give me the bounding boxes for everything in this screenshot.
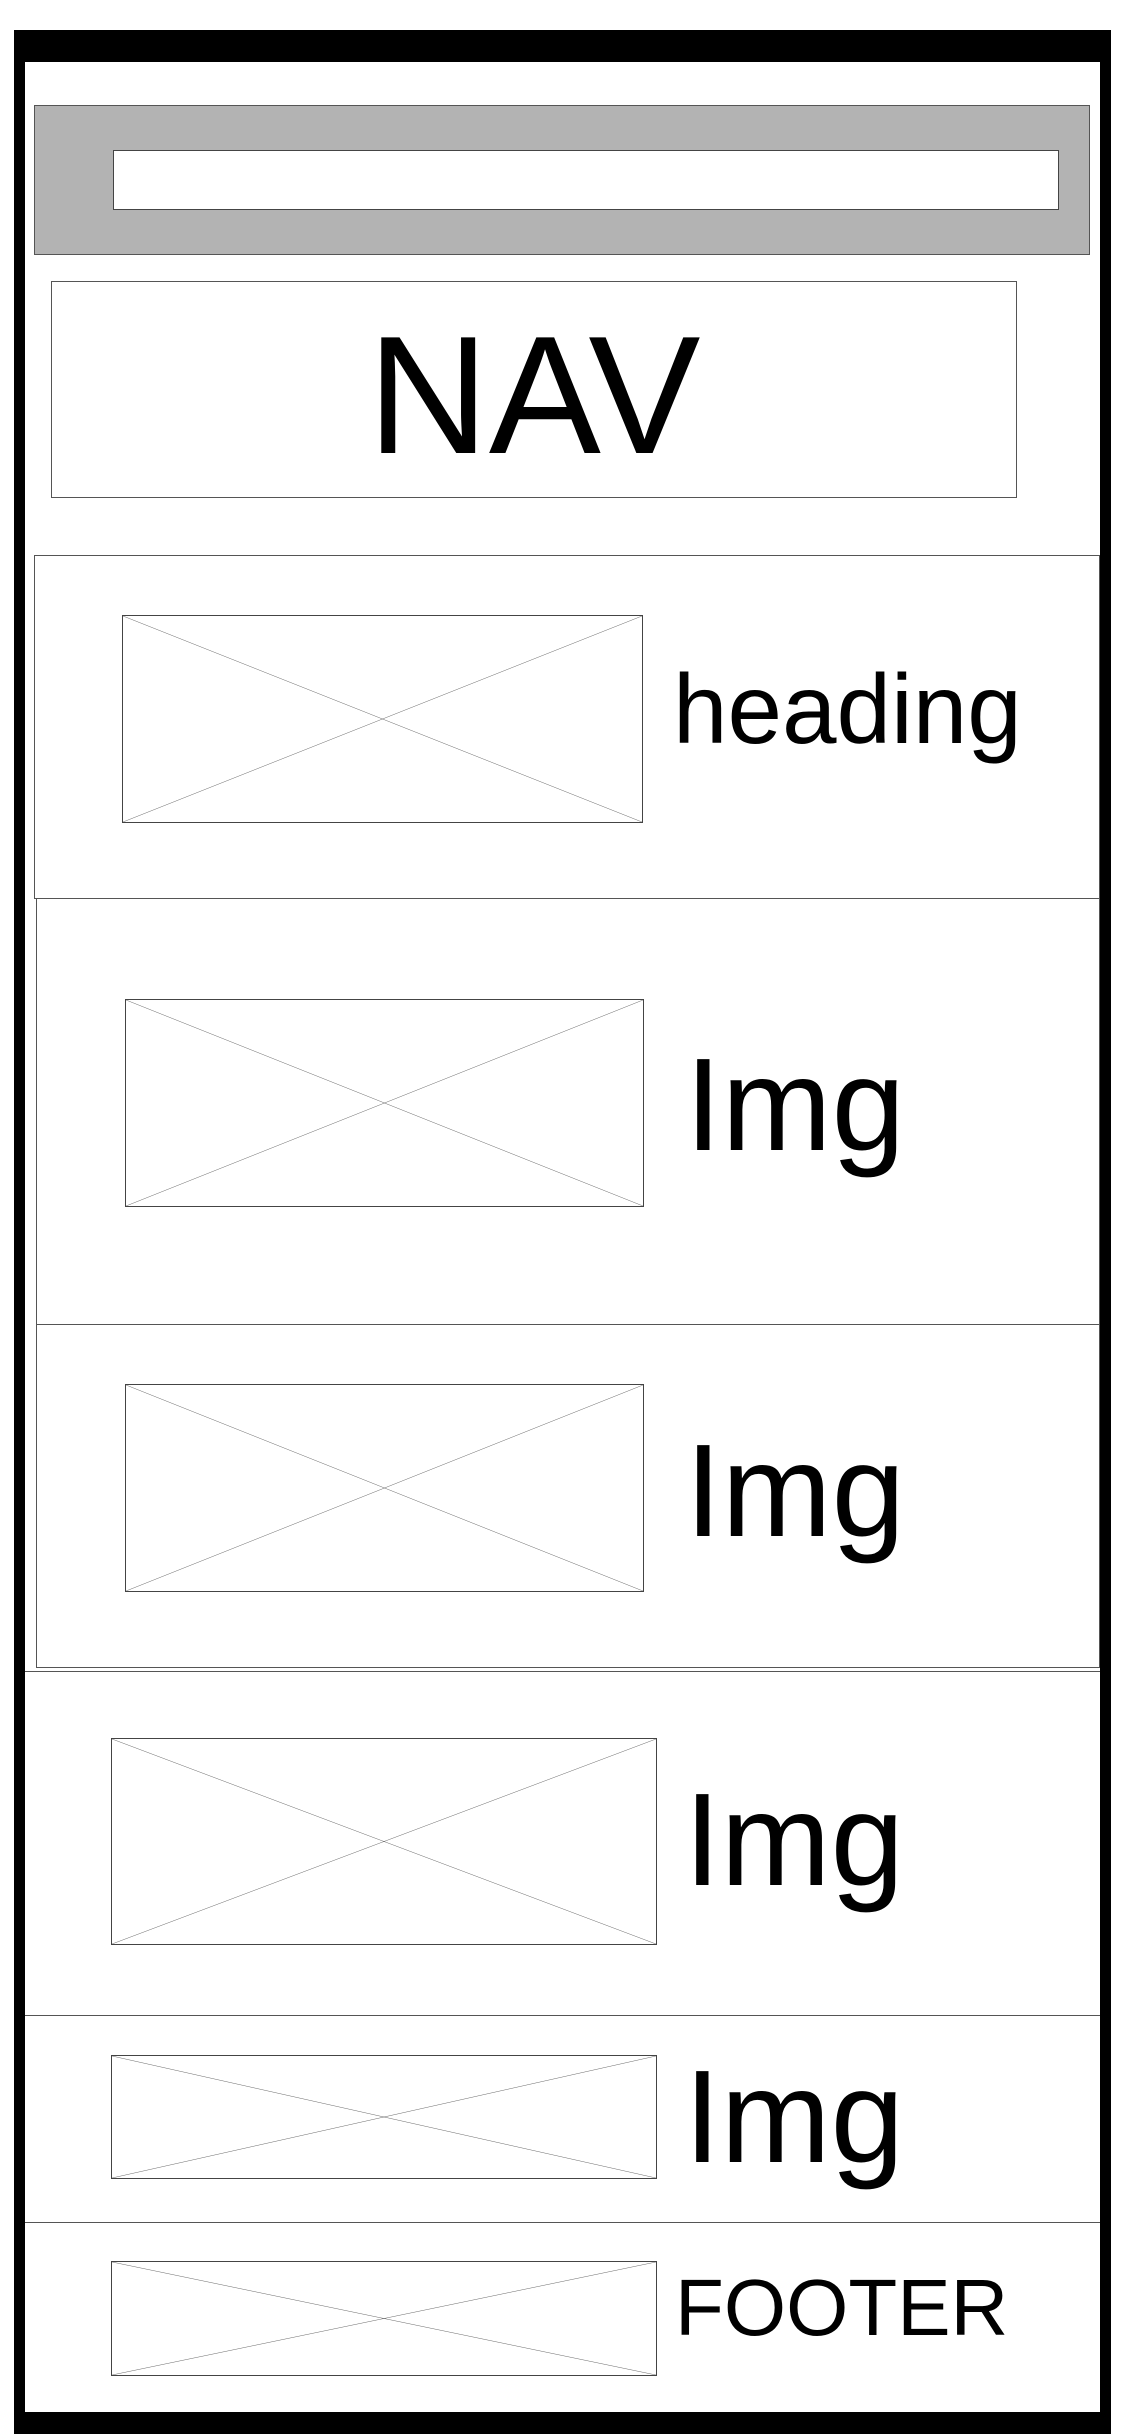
section-heading: heading	[673, 654, 1022, 764]
image-section: Img	[36, 898, 1100, 1325]
footer-label: FOOTER	[675, 2263, 1009, 2352]
frame-left-border	[14, 30, 25, 2434]
image-placeholder-icon	[111, 2055, 657, 2179]
image-section: Img	[25, 2015, 1100, 2223]
image-placeholder-icon	[111, 1738, 657, 1945]
image-placeholder-icon	[125, 1384, 644, 1592]
footer: FOOTER	[25, 2222, 1100, 2412]
heading-section: heading	[34, 555, 1100, 899]
section-label: Img	[684, 1766, 905, 1913]
frame-right-border	[1100, 30, 1111, 2434]
image-placeholder-icon	[122, 615, 643, 823]
section-label: Img	[684, 2043, 905, 2190]
image-section: Img	[36, 1324, 1100, 1668]
nav-label: NAV	[367, 300, 701, 489]
section-label: Img	[685, 1417, 906, 1564]
frame-bottom-border	[14, 2412, 1111, 2434]
image-placeholder-icon	[125, 999, 644, 1207]
section-label: Img	[685, 1031, 906, 1178]
frame-top-border	[14, 30, 1111, 62]
search-input[interactable]	[113, 150, 1059, 210]
nav-bar[interactable]: NAV	[51, 281, 1017, 498]
image-section: Img	[25, 1671, 1100, 2016]
image-placeholder-icon	[111, 2261, 657, 2376]
header-bar	[34, 105, 1090, 255]
